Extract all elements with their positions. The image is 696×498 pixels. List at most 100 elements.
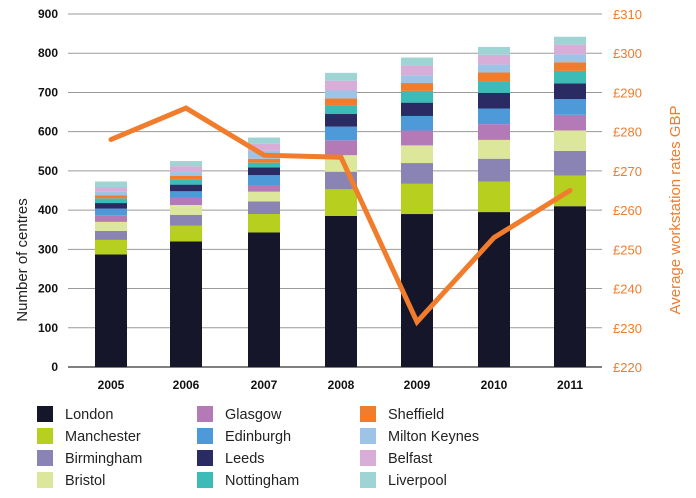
x-tick-label: 2006 [173, 378, 200, 392]
legend-label: Glasgow [225, 407, 282, 423]
bar-segment-edinburgh [401, 115, 433, 131]
bar-segment-london [248, 232, 280, 367]
bar-segment-leeds [325, 114, 357, 127]
y-tick-label: 0 [51, 360, 58, 374]
bar-segment-london [95, 254, 127, 367]
bar-segment-liverpool [478, 46, 510, 55]
bar-segment-milton-keynes [325, 90, 357, 99]
bar-segment-glasgow [248, 185, 280, 192]
legend-label: Leeds [225, 451, 265, 467]
bar-segment-nottingham [554, 70, 586, 84]
legend-label: London [65, 407, 113, 423]
bar-segment-belfast [554, 44, 586, 55]
bar-segment-edinburgh [478, 108, 510, 125]
bar-segment-leeds [401, 102, 433, 116]
bar-stack-2010 [478, 46, 510, 367]
legend-item-birmingham: Birmingham [37, 450, 142, 467]
bar-segment-bristol [95, 221, 127, 231]
y-right-tick-label: £250 [613, 242, 642, 257]
legend: London Manchester Birmingham Bristol Glasgow… [37, 406, 479, 489]
y-tick-label: 300 [38, 242, 58, 256]
legend-item-manchester: Manchester [37, 428, 141, 445]
legend-item-milton-keynes: Milton Keynes [360, 428, 479, 445]
legend-item-edinburgh: Edinburgh [197, 428, 291, 445]
bar-segment-sheffield [325, 98, 357, 106]
bar-stack-2007 [248, 137, 280, 367]
y-axis-right-title: Average workstation rates GBP [667, 106, 684, 315]
bar-segment-milton-keynes [554, 54, 586, 63]
bar-segment-london [401, 214, 433, 367]
bar-segment-sheffield [554, 62, 586, 71]
legend-item-bristol: Bristol [37, 472, 105, 489]
legend-item-belfast: Belfast [360, 450, 432, 467]
legend-label: Bristol [65, 473, 105, 489]
bar-segment-milton-keynes [478, 64, 510, 73]
bar-segment-manchester [478, 181, 510, 213]
y-right-tick-label: £300 [613, 46, 642, 61]
y-axis-title: Number of centres [14, 198, 31, 321]
bar-segment-milton-keynes [170, 172, 202, 176]
legend-label: Belfast [388, 451, 432, 467]
bar-segment-sheffield [478, 72, 510, 82]
bar-segment-bristol [554, 130, 586, 151]
legend-item-nottingham: Nottingham [197, 472, 299, 489]
bar-segment-belfast [478, 54, 510, 65]
y-tick-label: 700 [38, 85, 58, 99]
rate-line [108, 105, 573, 327]
bar-segment-belfast [95, 186, 127, 192]
x-tick-label: 2009 [404, 378, 431, 392]
legend-item-sheffield: Sheffield [360, 406, 444, 423]
bar-segment-birmingham [554, 150, 586, 176]
bar-segment-nottingham [170, 179, 202, 185]
y-tick-label: 600 [38, 125, 58, 139]
bar-segment-manchester [170, 225, 202, 242]
legend-item-glasgow: Glasgow [197, 406, 282, 423]
bar-segment-edinburgh [248, 175, 280, 186]
legend-label: Sheffield [388, 407, 444, 423]
bar-segment-sheffield [170, 175, 202, 180]
y-right-tick-label: £240 [613, 282, 642, 297]
legend-swatch [197, 450, 213, 466]
y-tick-label: 800 [38, 46, 58, 60]
bar-segment-edinburgh [95, 208, 127, 216]
x-tick-label: 2010 [481, 378, 508, 392]
x-tick-label: 2007 [251, 378, 278, 392]
bar-segment-london [170, 241, 202, 367]
bar-segment-nottingham [248, 162, 280, 168]
legend-swatch [360, 472, 376, 488]
x-tick-label: 2011 [557, 378, 583, 392]
legend-swatch [360, 428, 376, 444]
bar-stack-2008 [325, 72, 357, 367]
bar-segment-birmingham [95, 230, 127, 240]
bar-stack-2011 [554, 36, 586, 367]
legend-label: Birmingham [65, 451, 142, 467]
bar-segment-liverpool [401, 57, 433, 66]
y-right-tick-label: £230 [613, 321, 642, 336]
legend-swatch [37, 472, 53, 488]
legend-label: Edinburgh [225, 429, 291, 445]
right-axis-ticks: £220 £230 £240 £250 £260 £270 £280 £290 £300 £310 [613, 7, 642, 375]
bar-segment-manchester [248, 214, 280, 233]
y-right-tick-label: £280 [613, 125, 642, 140]
bar-segment-bristol [478, 139, 510, 159]
legend-swatch [197, 472, 213, 488]
bar-segment-leeds [248, 167, 280, 176]
bar-segment-liverpool [170, 161, 202, 167]
bar-segment-liverpool [325, 72, 357, 81]
bar-segment-manchester [401, 183, 433, 215]
bar-segment-manchester [95, 239, 127, 255]
legend-swatch [37, 406, 53, 422]
y-right-tick-label: £290 [613, 85, 642, 100]
bar-segment-belfast [401, 65, 433, 76]
y-right-tick-label: £220 [613, 360, 642, 375]
bar-segment-glasgow [95, 215, 127, 222]
bar-segment-glasgow [325, 140, 357, 156]
legend-swatch [37, 450, 53, 466]
x-axis-ticks: 2005 2006 2007 2008 2009 2010 2011 [98, 378, 584, 392]
bar-segment-nottingham [95, 198, 127, 204]
legend-swatch [197, 406, 213, 422]
x-tick-label: 2005 [98, 378, 125, 392]
legend-swatch [197, 428, 213, 444]
bar-segment-bristol [170, 205, 202, 215]
bar-segment-nottingham [401, 90, 433, 103]
